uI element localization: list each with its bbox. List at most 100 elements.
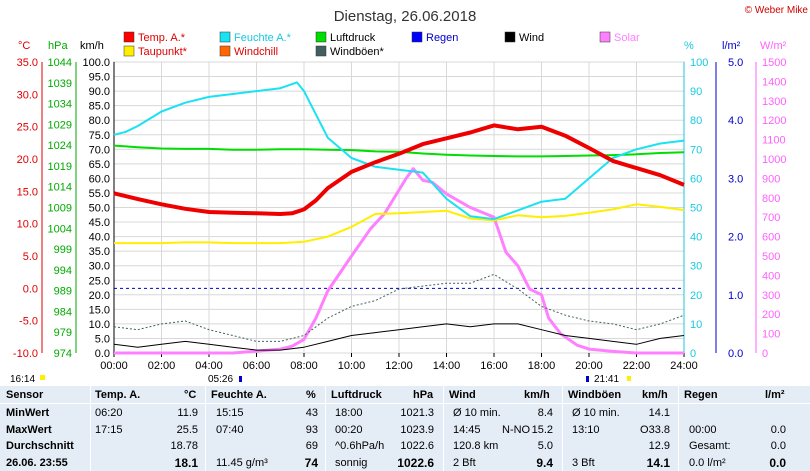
stats-cell-press-val: 1023.9 (400, 423, 434, 436)
humidity-tick-label: 80 (690, 115, 702, 127)
wind-tick-label: 15.0 (89, 304, 110, 316)
stats-cell-label: 26.06. 23:55 (6, 456, 68, 469)
time-markers: 16:14 05:26 21:41 (10, 374, 631, 385)
stats-cell-press-time: ^0.6hPa/h (335, 440, 385, 452)
wind-tick-label: 35.0 (89, 246, 110, 258)
axis-unit-labels: °C hPa km/h % l/m² W/m² (18, 40, 787, 52)
stats-cell-press-val: 1022.6 (397, 455, 434, 470)
stats-cell-label: MinWert (6, 407, 50, 419)
rain-unit-label: l/m² (722, 40, 741, 52)
chart-title: Dienstag, 26.06.2018 (334, 8, 477, 25)
data-series (113, 81, 685, 355)
series-temp-a-line (113, 123, 685, 216)
statistics-table: Sensor Temp. A. °C Feuchte A. % Luftdruc… (0, 386, 810, 471)
x-tick-label: 18:00 (528, 360, 556, 372)
rain-tick-label: 2.0 (728, 232, 743, 244)
wind-tick-label: 80.0 (89, 115, 110, 127)
wind-tick-label: 75.0 (89, 130, 110, 142)
stats-cell-wind-a: 2 Bft (453, 456, 476, 469)
temp-tick-label: 5.0 (23, 251, 38, 263)
stats-cell-wind-a: Ø 10 min. (453, 407, 501, 419)
humidity-tick-label: 70 (690, 144, 702, 156)
wind-tick-label: 65.0 (89, 159, 110, 171)
sunset-sun-marker (627, 376, 631, 381)
solar-tick-label: 300 (762, 290, 780, 302)
pressure-tick-label: 1034 (48, 99, 72, 111)
pressure-unit-label: hPa (48, 40, 68, 52)
humidity-tick-label: 40 (690, 232, 702, 244)
wind-tick-label: 25.0 (89, 275, 110, 287)
rain-tick-label: 1.0 (728, 290, 743, 302)
temp-tick-label: -10.0 (13, 348, 38, 360)
solar-tick-label: 1300 (762, 96, 786, 108)
pressure-tick-label: 979 (54, 327, 72, 339)
stats-header-temp: Temp. A. (95, 389, 141, 401)
legend-label: Windchill (234, 46, 278, 58)
stats-header-humidity-unit: % (306, 389, 316, 401)
solar-tick-label: 100 (762, 329, 780, 341)
temp-tick-label: 35.0 (17, 57, 38, 69)
stats-cell-hum-val: 74 (304, 455, 318, 470)
humidity-unit-label: % (684, 40, 694, 52)
sunrise-marker (239, 376, 242, 382)
stats-cell-wind-b: 15.2 (531, 423, 553, 436)
solar-tick-label: 900 (762, 173, 780, 185)
stats-cell-press-time: sonnig (335, 456, 368, 469)
legend-swatch (219, 31, 231, 43)
stats-cell-rain-b: 0.0 (769, 455, 786, 470)
stats-header-pressure-unit: hPa (413, 389, 434, 401)
pressure-tick-label: 1009 (48, 203, 72, 215)
pressure-tick-label: 974 (54, 348, 72, 360)
humidity-tick-label: 30 (690, 261, 702, 273)
stats-cell-temp-val: 18.78 (170, 440, 198, 452)
humidity-tick-label: 50 (690, 203, 702, 215)
copyright-text[interactable]: © Weber Mike (745, 5, 809, 16)
legend-label: Regen (426, 32, 458, 44)
stats-cell-hum-time: 07:40 (216, 423, 244, 436)
stats-header-rain: Regen (684, 389, 718, 401)
weather-chart: Dienstag, 26.06.2018 © Weber Mike Temp. … (10, 5, 809, 385)
legend-swatch (315, 31, 327, 43)
legend-label: Luftdruck (330, 32, 376, 44)
rain-tick-label: 3.0 (728, 173, 743, 185)
x-tick-label: 10:00 (338, 360, 366, 372)
stats-cell-wind-a: 120.8 km (453, 440, 499, 452)
solar-tick-label: 0 (762, 348, 768, 360)
wind-tick-label: 0.0 (95, 348, 110, 360)
rain-tick-label: 4.0 (728, 115, 743, 127)
solar-tick-label: 500 (762, 251, 780, 263)
wind-tick-label: 90.0 (89, 86, 110, 98)
solar-tick-label: 1100 (762, 135, 786, 147)
temp-tick-label: 25.0 (17, 122, 38, 134)
stats-header-rain-unit: l/m² (765, 389, 785, 401)
legend-label: Taupunkt* (138, 46, 188, 58)
stats-header-wind-unit: km/h (524, 389, 550, 401)
stats-cell-label: Durchschnitt (6, 440, 74, 452)
temp-tick-label: 10.0 (17, 219, 38, 231)
solar-tick-label: 1000 (762, 154, 786, 166)
temp-tick-label: -5.0 (19, 316, 38, 328)
stats-cell-press-val: 1022.6 (400, 440, 434, 452)
humidity-tick-label: 60 (690, 173, 702, 185)
stats-cell-gust-b: 14.1 (648, 407, 670, 419)
legend-swatch (123, 45, 135, 57)
stats-cell-temp-val: 25.5 (176, 423, 198, 436)
pressure-tick-label: 1029 (48, 119, 72, 131)
stats-cell-hum-val: 93 (305, 423, 318, 436)
legend-label: Windböen* (330, 46, 385, 58)
current-time-label: 16:14 (10, 374, 35, 385)
rain-tick-label: 0.0 (728, 348, 743, 360)
rain-tick-label: 5.0 (728, 57, 743, 69)
wind-tick-label: 30.0 (89, 261, 110, 273)
temp-tick-label: 30.0 (17, 89, 38, 101)
pressure-tick-label: 1024 (48, 140, 72, 152)
legend-swatch (504, 31, 516, 43)
stats-cell-press-time: 00:20 (335, 423, 363, 436)
humidity-tick-label: 0 (690, 348, 696, 360)
x-tick-label: 08:00 (290, 360, 318, 372)
pressure-tick-label: 1019 (48, 161, 72, 173)
x-tick-label: 04:00 (195, 360, 223, 372)
stats-cell-temp-val: 18.1 (174, 455, 198, 470)
stats-cell-rain-a: 0.0 l/m² (689, 456, 726, 469)
stats-cell-gust-dir: O (640, 423, 649, 436)
